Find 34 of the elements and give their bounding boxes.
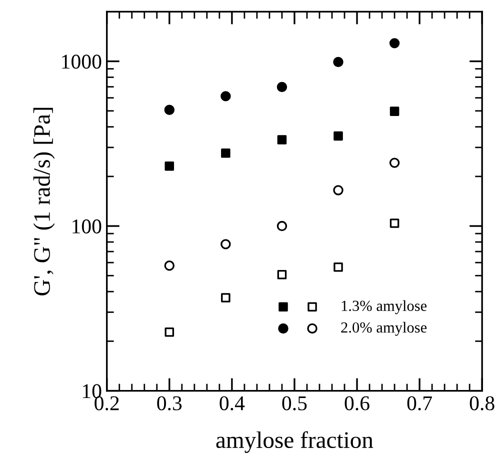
- x-tick-label: 0.3: [157, 396, 182, 410]
- point: [390, 106, 400, 116]
- point: [164, 260, 175, 271]
- x-tick-label: 0.2: [94, 396, 119, 410]
- point: [277, 270, 287, 280]
- point: [220, 91, 231, 102]
- x-tick-label: 0.5: [282, 396, 307, 410]
- x-tick-label: 0.8: [470, 396, 494, 410]
- point: [390, 218, 400, 228]
- point: [164, 161, 174, 171]
- point: [389, 158, 400, 168]
- point: [277, 135, 287, 144]
- x-tick-label: 0.7: [407, 396, 432, 410]
- point: [334, 131, 343, 141]
- legend-label: 2.0% amylose: [341, 322, 427, 336]
- point: [164, 104, 175, 116]
- legend-label: 1.3% amylose: [342, 300, 427, 314]
- point: [164, 327, 174, 337]
- y-tick-label: 10: [82, 384, 102, 398]
- x-tick-label: 0.6: [344, 396, 370, 410]
- y-axis-title: G', G" (1 rad/s) [Pa]: [33, 108, 55, 296]
- y-tick-label: 100: [72, 219, 102, 234]
- point: [221, 293, 230, 302]
- point: [333, 185, 344, 196]
- point: [334, 262, 343, 272]
- point: [276, 220, 288, 232]
- x-tick-label: 0.4: [220, 396, 245, 410]
- point: [220, 239, 231, 250]
- point: [333, 56, 344, 68]
- point: [276, 82, 288, 92]
- point: [389, 38, 400, 48]
- x-axis-title: amylose fraction: [216, 431, 374, 453]
- y-tick-label: 1000: [62, 54, 102, 69]
- point: [221, 148, 230, 158]
